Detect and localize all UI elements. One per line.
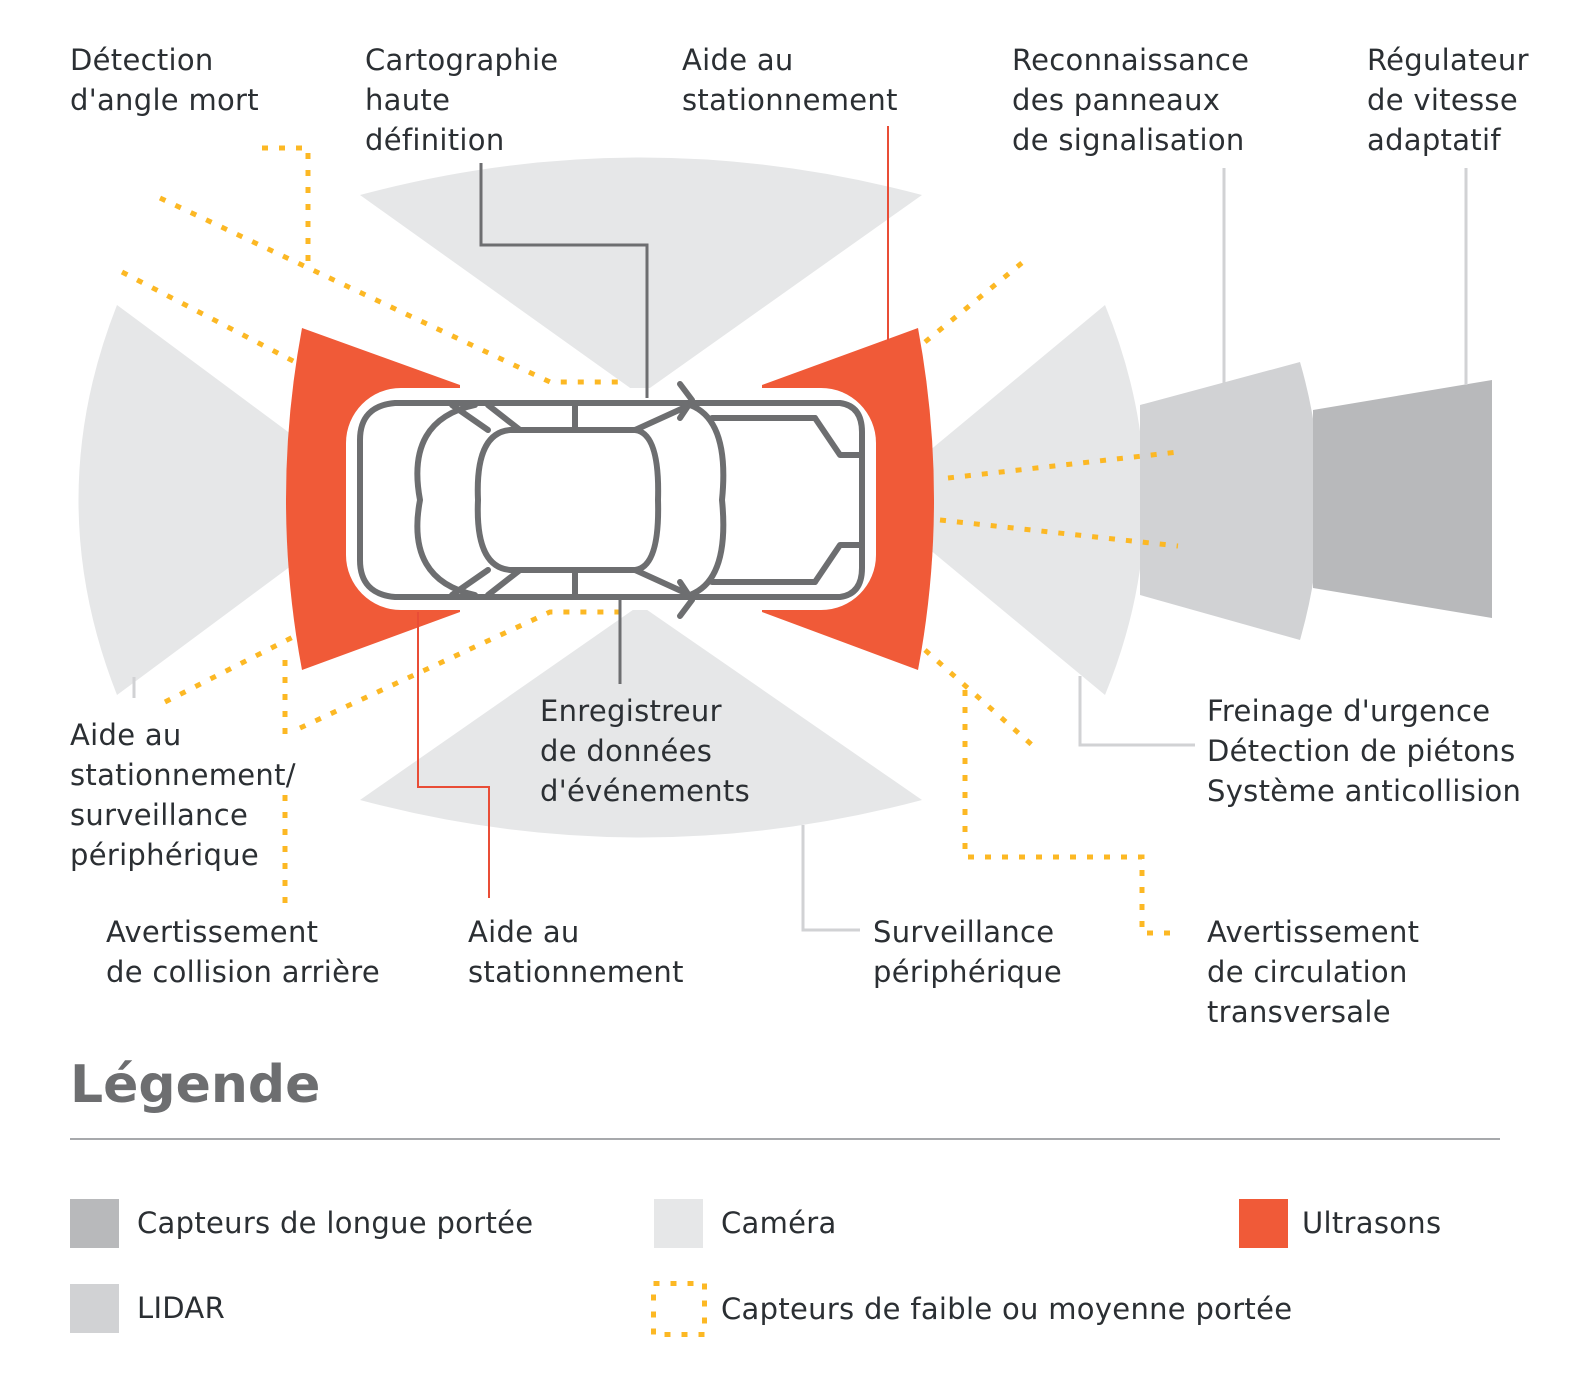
camera-zone-front <box>870 305 1145 695</box>
label-rear-collision-warning: Avertissement de collision arrière <box>106 915 380 989</box>
label-surround-view: Surveillance périphérique <box>873 915 1063 989</box>
label-park-assist-front: Aide au stationnement <box>682 43 898 117</box>
car-icon <box>357 381 865 619</box>
swatch-long-range <box>70 1198 119 1248</box>
leader-surround-view <box>801 825 860 932</box>
legend-item-lidar: LIDAR <box>70 1283 225 1333</box>
legend-label-short-medium-range: Capteurs de faible ou moyenne portée <box>721 1292 1293 1326</box>
swatch-camera <box>654 1198 703 1248</box>
legend-label-long-range: Capteurs de longue portée <box>137 1206 534 1240</box>
legend-divider <box>70 1138 1500 1140</box>
leader-park-rear <box>417 612 490 898</box>
car-base <box>346 388 876 610</box>
long-range-zone <box>1313 380 1492 618</box>
label-park-assist-surround: Aide au stationnement/ surveillance péri… <box>70 718 296 872</box>
label-cross-traffic-alert: Avertissement de circulation transversal… <box>1207 915 1420 1029</box>
legend-label-camera: Caméra <box>721 1206 837 1240</box>
label-adaptive-cruise-control: Régulateur de vitesse adaptatif <box>1367 43 1529 157</box>
adas-sensor-diagram <box>78 126 1492 936</box>
camera-zone-top <box>360 157 922 395</box>
label-emergency-braking: Freinage d'urgence Détection de piétons … <box>1207 694 1522 808</box>
legend-item-camera: Caméra <box>654 1198 837 1248</box>
legend-title: Légende <box>70 1055 321 1115</box>
swatch-lidar <box>70 1283 119 1333</box>
label-traffic-sign-recognition: Reconnaissance des panneaux de signalisa… <box>1012 43 1250 157</box>
leader-hd-mapping <box>479 163 649 398</box>
legend-item-ultrasound: Ultrasons <box>1239 1198 1441 1248</box>
leader-emergency <box>1078 676 1195 747</box>
short-medium-range-lines <box>120 145 1180 936</box>
label-hd-mapping: Cartographie haute définition <box>365 43 559 157</box>
legend-label-ultrasound: Ultrasons <box>1302 1206 1442 1240</box>
label-blind-spot-detection: Détection d'angle mort <box>70 43 259 117</box>
legend-item-long-range: Capteurs de longue portée <box>70 1198 533 1248</box>
swatch-short-medium-range <box>651 1281 707 1337</box>
swatch-ultrasound <box>1239 1198 1288 1248</box>
legend-label-lidar: LIDAR <box>137 1291 226 1325</box>
label-event-data-recorder: Enregistreur de données d'événements <box>540 694 750 808</box>
camera-zone-rear <box>78 305 380 695</box>
legend-item-short-medium-range: Capteurs de faible ou moyenne portée <box>651 1281 1292 1337</box>
camera-zone-bottom <box>360 605 922 838</box>
label-park-assist-rear: Aide au stationnement <box>468 915 684 989</box>
lidar-zone <box>1140 362 1320 640</box>
